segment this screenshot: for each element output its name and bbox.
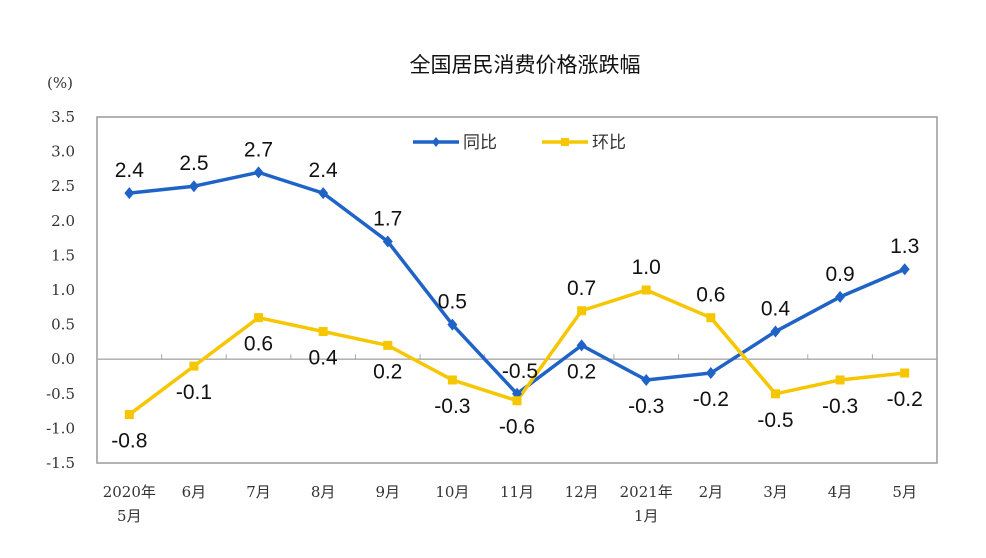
x-tick-label: 12月: [565, 483, 599, 501]
legend-marker: [432, 137, 440, 147]
data-label: 0.2: [373, 360, 402, 383]
data-label: 0.9: [825, 263, 854, 286]
data-label: 0.4: [309, 347, 339, 370]
x-tick-label: 3月: [763, 483, 788, 501]
data-point: [124, 410, 134, 420]
data-label: -0.2: [693, 388, 729, 411]
y-tick-label: -1.5: [46, 454, 75, 472]
y-tick-label: 0.0: [51, 350, 75, 368]
data-point: [447, 318, 458, 331]
x-tick-label: 5月: [117, 507, 142, 525]
data-point: [770, 389, 780, 399]
y-tick-label: 1.0: [51, 281, 75, 299]
legend-label: 环比: [592, 133, 626, 153]
x-tick-label: 5月: [892, 483, 917, 501]
data-point: [900, 368, 910, 378]
y-tick-label: 3.5: [51, 108, 75, 126]
x-tick-label: 2020年: [103, 483, 156, 501]
data-label: 1.7: [373, 208, 402, 231]
data-point: [189, 361, 199, 371]
data-label: -0.5: [502, 360, 538, 383]
x-tick-label: 11月: [500, 483, 534, 501]
data-point: [382, 235, 393, 248]
y-tick-label: 3.0: [51, 143, 75, 161]
data-point: [576, 339, 587, 352]
data-label: 0.7: [567, 277, 596, 300]
data-label: -0.8: [111, 430, 147, 453]
plot-area: [96, 116, 938, 464]
data-label: -0.3: [434, 395, 470, 418]
x-tick-label: 9月: [375, 483, 400, 501]
legend-marker: [561, 138, 569, 146]
data-label: 0.5: [438, 291, 467, 314]
data-point: [318, 187, 329, 200]
x-tick-label: 4月: [828, 483, 853, 501]
x-tick-label: 10月: [435, 483, 469, 501]
y-tick-label: 0.5: [51, 316, 75, 334]
data-point: [124, 187, 135, 200]
data-point: [253, 166, 264, 179]
data-label: -0.2: [887, 388, 923, 411]
data-label: 0.6: [696, 284, 725, 307]
data-point: [188, 180, 199, 193]
data-label: 1.0: [632, 256, 661, 279]
data-label: 2.4: [115, 159, 145, 182]
data-point: [835, 290, 846, 303]
x-tick-label: 8月: [311, 483, 336, 501]
data-label: -0.6: [499, 416, 535, 439]
data-label: -0.5: [757, 409, 793, 432]
data-label: 0.4: [761, 298, 791, 321]
x-tick-label: 1月: [634, 507, 659, 525]
data-label: -0.3: [822, 395, 858, 418]
data-label: 0.2: [567, 360, 596, 383]
data-point: [641, 373, 652, 386]
data-point: [447, 375, 457, 385]
data-label: 0.6: [244, 333, 273, 356]
y-tick-label: 2.0: [51, 212, 75, 230]
data-point: [835, 375, 845, 385]
data-point: [577, 306, 587, 316]
y-tick-label: -1.0: [46, 419, 75, 437]
x-tick-label: 6月: [182, 483, 207, 501]
x-tick-label: 2月: [699, 483, 724, 501]
data-point: [899, 263, 910, 276]
data-label: 2.7: [244, 138, 273, 161]
data-point: [770, 325, 781, 338]
data-point: [318, 327, 328, 337]
y-axis-unit: (%): [47, 74, 73, 92]
y-tick-label: 1.5: [51, 246, 75, 264]
legend-label: 同比: [463, 133, 497, 153]
data-point: [383, 340, 393, 350]
data-point: [512, 396, 522, 406]
y-tick-label: -0.5: [46, 385, 75, 403]
data-label: 1.3: [890, 235, 919, 258]
data-point: [254, 313, 264, 323]
data-label: -0.1: [176, 381, 212, 404]
data-label: 2.4: [309, 159, 339, 182]
data-point: [706, 313, 716, 323]
data-point: [641, 285, 651, 295]
y-tick-label: 2.5: [51, 177, 75, 195]
chart-title: 全国居民消费价格涨跌幅: [410, 53, 641, 77]
x-tick-label: 7月: [246, 483, 271, 501]
data-label: -0.3: [628, 395, 664, 418]
data-point: [705, 367, 716, 380]
x-tick-label: 2021年: [620, 483, 673, 501]
data-label: 2.5: [179, 152, 208, 175]
